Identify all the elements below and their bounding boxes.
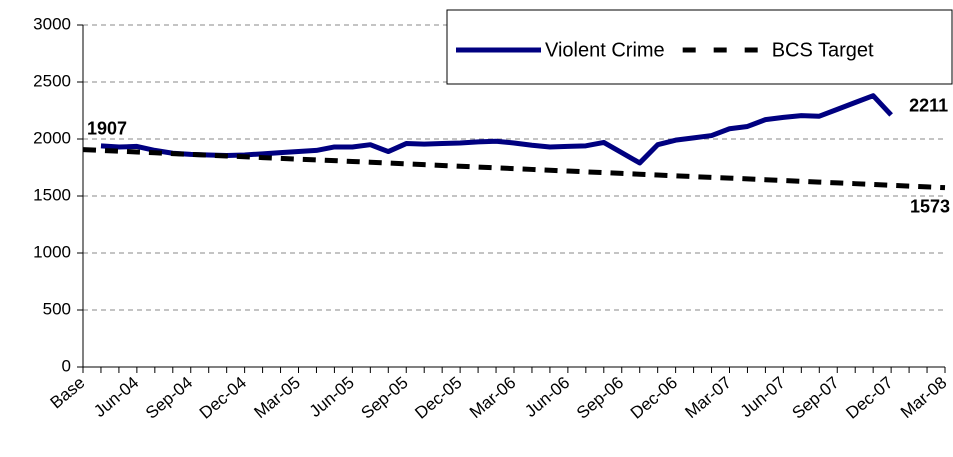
- x-tick-label: Mar-07: [681, 373, 734, 422]
- x-tick-label: Dec-07: [842, 373, 896, 423]
- x-tick-label: Sep-07: [788, 373, 842, 423]
- x-tick-label: Base: [47, 373, 89, 412]
- x-tick-label: Jun-07: [737, 373, 789, 421]
- y-tick-label: 1500: [33, 185, 71, 204]
- y-tick-label: 0: [62, 356, 71, 375]
- x-tick-label: Mar-08: [897, 373, 950, 422]
- data-label: 2211: [909, 96, 948, 116]
- data-label: 1573: [910, 196, 950, 216]
- y-tick-label: 1000: [33, 242, 71, 261]
- series-line: [100, 93, 893, 166]
- x-tick-label: Jun-05: [306, 373, 358, 421]
- x-tick-label: Dec-06: [627, 373, 681, 423]
- x-tick-label: Mar-06: [466, 373, 519, 422]
- x-tick-label: Sep-05: [357, 373, 411, 423]
- y-tick-label: 2500: [33, 71, 71, 90]
- x-tick-label: Dec-05: [411, 373, 465, 423]
- y-tick-label: 2000: [33, 128, 71, 147]
- data-label: 1907: [87, 118, 127, 138]
- x-tick-label: Jun-04: [90, 373, 142, 421]
- legend-box: [446, 9, 953, 85]
- legend-label: Violent Crime: [545, 39, 665, 61]
- y-tick-label: 500: [43, 299, 71, 318]
- y-tick-label: 3000: [33, 14, 71, 33]
- x-tick-label: Jun-06: [521, 373, 573, 421]
- legend-label: BCS Target: [772, 39, 874, 61]
- x-tick-label: Mar-05: [250, 373, 303, 422]
- x-tick-label: Sep-04: [142, 373, 196, 423]
- series-line: [82, 147, 946, 191]
- x-tick-label: Sep-06: [573, 373, 627, 423]
- x-tick-label: Dec-04: [196, 373, 250, 423]
